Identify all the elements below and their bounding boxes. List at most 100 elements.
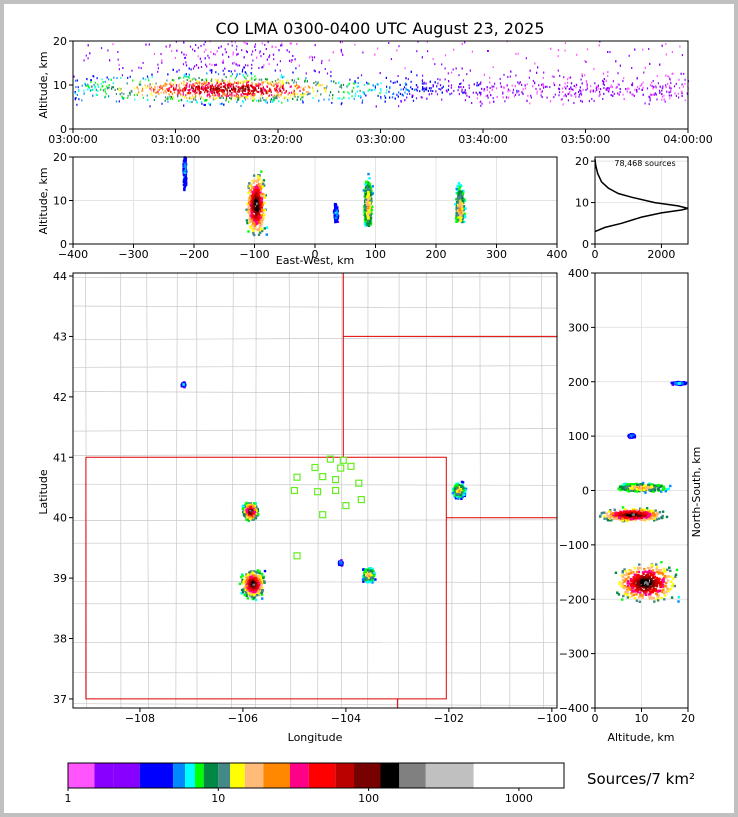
time-height-source (292, 55, 294, 57)
time-height-source (206, 87, 208, 89)
time-height-source (234, 81, 236, 84)
time-height-source (235, 85, 237, 88)
county-line (288, 273, 292, 708)
time-height-source (262, 97, 264, 99)
plan-source (247, 518, 251, 521)
ew-source (183, 171, 187, 174)
ew-source (368, 206, 372, 209)
time-height-source (210, 90, 212, 92)
ew-source (365, 181, 369, 184)
time-height-source (613, 92, 615, 95)
time-height-source (229, 96, 231, 99)
time-height-source (362, 51, 364, 54)
time-tick-label: 03:50:00 (561, 133, 610, 146)
ew-source (367, 212, 370, 216)
time-height-source (658, 89, 661, 92)
time-height-source (527, 94, 529, 97)
time-height-source (235, 63, 237, 66)
time-height-source (146, 75, 149, 78)
ew-alt-tick-label: 10 (53, 195, 67, 208)
time-height-source (209, 69, 211, 72)
time-height-source (669, 97, 671, 100)
time-height-source (215, 84, 217, 87)
time-height-source (75, 97, 77, 99)
time-height-source (605, 79, 607, 82)
plan-source (255, 509, 258, 513)
time-height-source (112, 82, 114, 85)
time-height-source (107, 87, 109, 90)
ew-source (250, 213, 253, 216)
time-height-source (679, 45, 681, 48)
time-height-source (208, 82, 210, 85)
time-height-source (271, 80, 273, 83)
time-height-source (377, 83, 379, 86)
ew-source (260, 199, 263, 202)
time-height-source (251, 76, 253, 79)
ew-source (335, 209, 338, 212)
ew-source (368, 214, 372, 217)
time-height-source (251, 86, 253, 89)
plan-view-marks (180, 381, 468, 602)
ew-source (259, 183, 262, 186)
time-height-source (245, 88, 247, 90)
time-height-source (105, 95, 107, 98)
time-height-source (519, 81, 521, 84)
time-height-source (213, 88, 215, 90)
ew-source (457, 198, 460, 201)
time-height-source (223, 73, 225, 76)
time-height-source (649, 62, 651, 65)
time-height-source (266, 97, 268, 100)
time-height-source (238, 86, 240, 89)
time-height-source (191, 79, 193, 82)
time-height-source (669, 90, 672, 93)
time-height-source (249, 92, 251, 95)
plan-source (255, 505, 258, 508)
time-height-source (118, 100, 120, 103)
time-height-source (247, 80, 249, 82)
time-height-source (652, 87, 654, 90)
time-height-source (442, 85, 444, 88)
ew-source (366, 195, 369, 198)
time-height-source (130, 90, 133, 93)
time-height-source (88, 85, 90, 88)
time-height-source (483, 88, 485, 91)
time-height-source (636, 77, 638, 80)
ew-source (457, 193, 460, 196)
time-height-source (276, 97, 278, 100)
time-height-source (160, 91, 162, 94)
ew-source (184, 175, 187, 179)
time-height-source (348, 97, 350, 100)
time-height-source (178, 77, 180, 80)
time-height-source (428, 93, 430, 96)
ew-source (184, 158, 187, 162)
time-height-source (183, 74, 185, 77)
time-height-source (252, 94, 254, 97)
time-height-source (286, 49, 288, 52)
time-height-source (351, 90, 353, 93)
plan-source (238, 582, 242, 586)
time-height-source (207, 83, 209, 86)
time-height-source (588, 100, 590, 103)
time-height-source (312, 88, 314, 90)
time-height-source (489, 87, 491, 89)
time-height-source (183, 104, 185, 107)
time-height-source (84, 83, 86, 86)
time-height-source (341, 41, 343, 44)
county-lines (73, 273, 557, 708)
ew-source (366, 201, 369, 205)
time-height-source (183, 88, 186, 91)
time-height-source (618, 93, 620, 96)
time-height-source (342, 83, 345, 86)
time-height-source (301, 93, 303, 96)
ew-source (335, 213, 338, 216)
time-height-source (599, 88, 602, 91)
time-height-source (607, 51, 609, 53)
time-height-source (272, 95, 274, 98)
ew-alt-tick-label: 0 (60, 238, 67, 251)
time-height-source (163, 91, 165, 94)
time-height-source (140, 83, 142, 86)
ew-source (250, 214, 253, 217)
time-height-source (262, 81, 264, 84)
east-west-xlabel: East-West, km (276, 254, 354, 267)
